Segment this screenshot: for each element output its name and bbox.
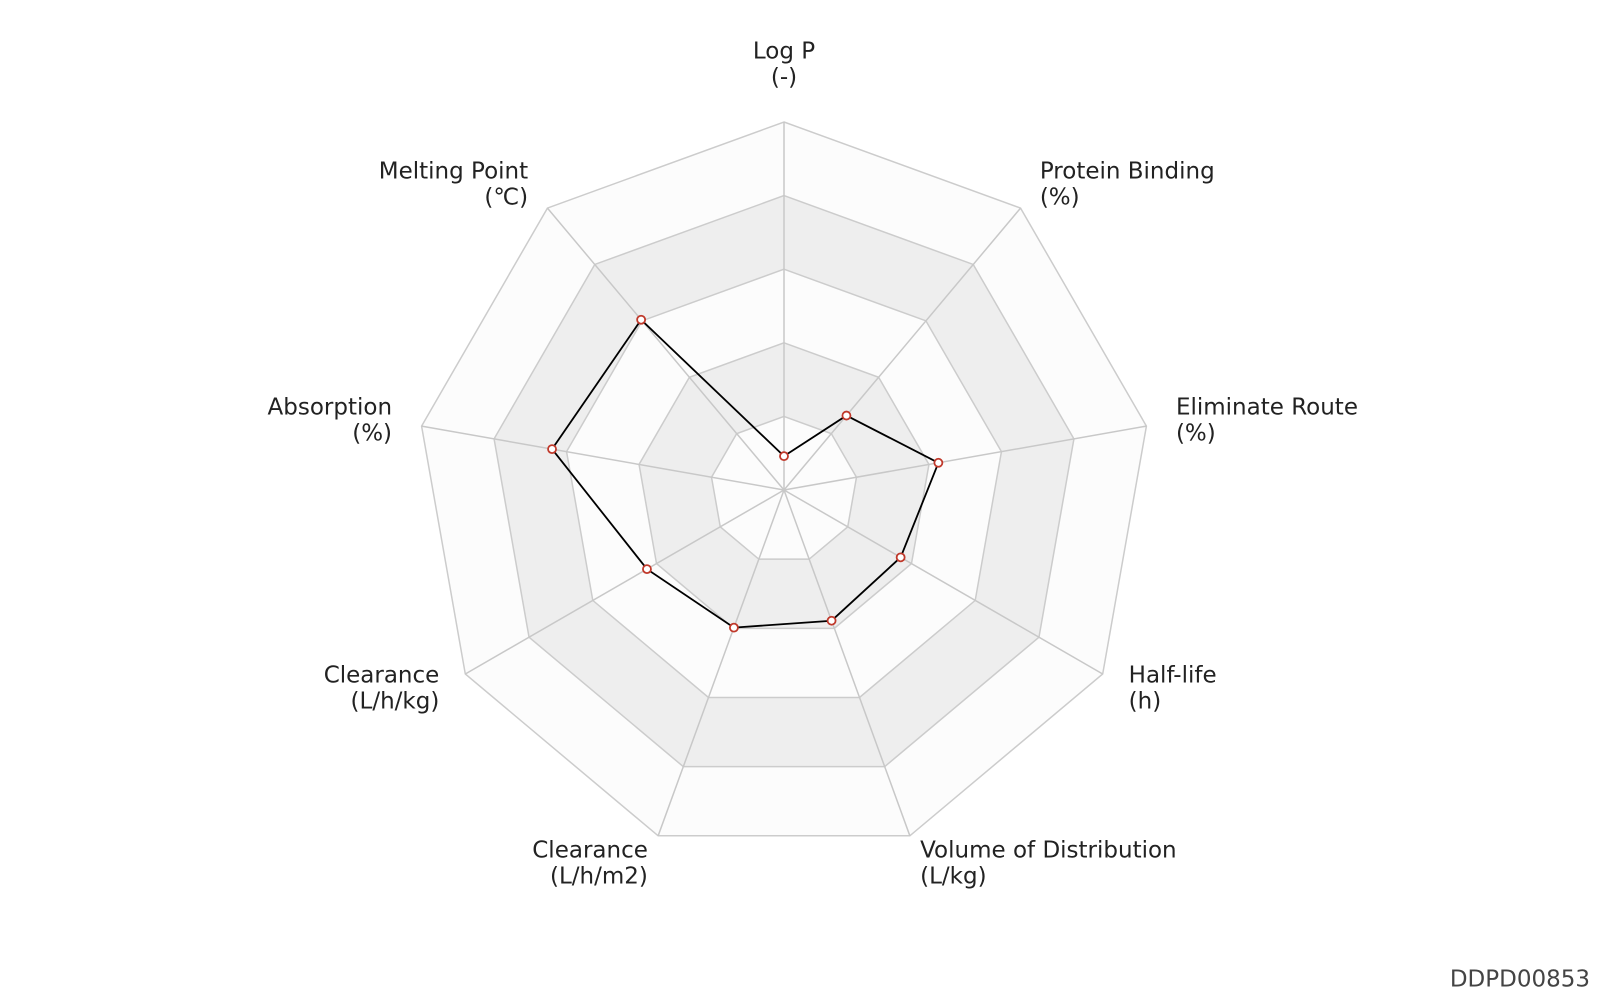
axis-unit: (L/h/kg) — [351, 689, 440, 715]
data-point — [642, 564, 652, 575]
axis-spoke — [546, 207, 785, 491]
data-point — [933, 457, 944, 468]
axis-label: Clearance — [532, 837, 648, 863]
axis-unit: (-) — [771, 65, 797, 91]
axis-unit: (℃) — [484, 185, 528, 211]
axis-label: Protein Binding — [1040, 159, 1215, 185]
axis-label: Melting Point — [379, 159, 528, 185]
axis-label: Half-life — [1129, 663, 1217, 689]
axis-spoke — [783, 425, 1147, 491]
data-line — [550, 318, 940, 629]
axis-label: Absorption — [268, 394, 393, 420]
axis-spoke — [783, 489, 1104, 675]
axis-unit: (%) — [1176, 420, 1216, 446]
axis-label: Eliminate Route — [1176, 394, 1358, 420]
data-point — [779, 451, 789, 462]
axis-spoke — [657, 489, 785, 837]
axis-spoke — [783, 489, 911, 837]
data-point — [729, 622, 739, 633]
axis-unit: (%) — [352, 420, 392, 446]
axis-spoke — [783, 207, 1022, 491]
data-point — [895, 552, 906, 563]
axis-unit: (L/h/m2) — [550, 863, 648, 889]
axis-spoke — [421, 425, 785, 491]
data-point — [547, 444, 557, 455]
axis-unit: (%) — [1040, 185, 1080, 211]
chart-id: DDPD00853 — [1450, 967, 1590, 993]
axis-label: Clearance — [324, 663, 440, 689]
data-point — [636, 314, 647, 325]
axis-spoke — [464, 489, 785, 675]
axis-label: Volume of Distribution — [920, 837, 1177, 863]
data-point — [826, 615, 837, 626]
axis-unit: (L/kg) — [920, 863, 986, 889]
axis-label: Log P — [753, 39, 815, 65]
data-point — [841, 410, 852, 421]
axis-unit: (h) — [1129, 689, 1162, 715]
